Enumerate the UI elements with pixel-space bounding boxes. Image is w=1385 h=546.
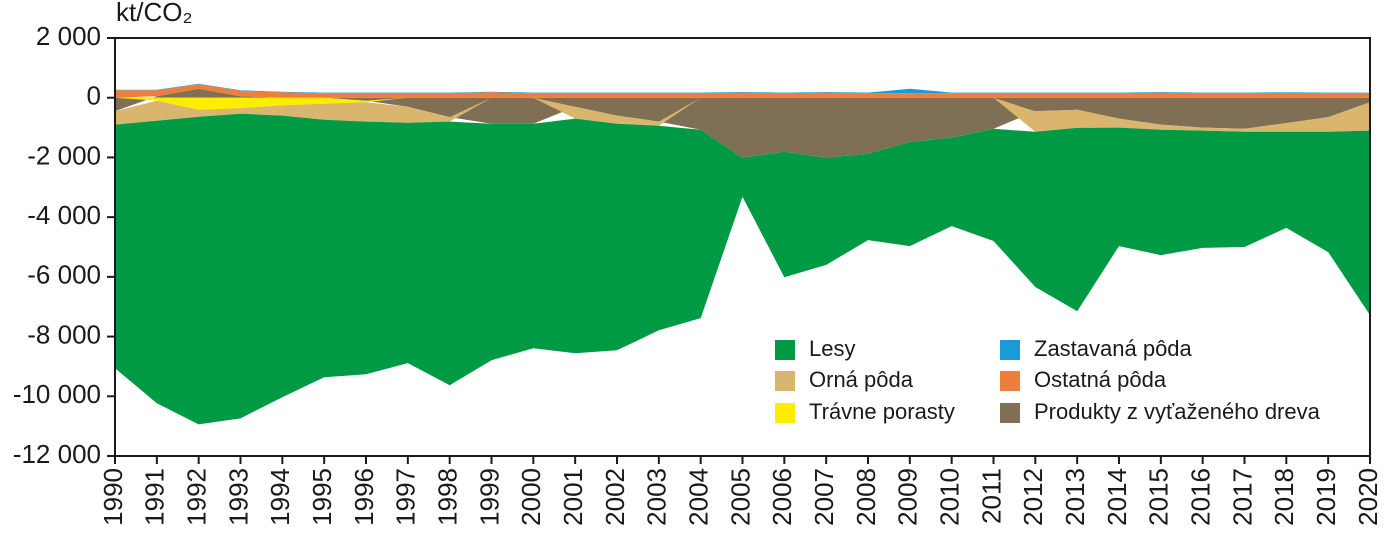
y-tick-label: -6 000: [27, 260, 101, 290]
y-tick-label: 0: [87, 81, 101, 111]
legend-label: Zastavaná pôda: [1034, 336, 1193, 361]
legend-swatch: [775, 403, 795, 423]
x-tick-label: 1990: [98, 468, 128, 526]
x-tick-label: 2005: [725, 468, 755, 526]
x-tick-label: 1995: [307, 468, 337, 526]
area: [115, 83, 1370, 94]
x-tick-label: 2004: [684, 468, 714, 526]
x-tick-label: 2002: [600, 468, 630, 526]
x-tick-label: 1993: [223, 468, 253, 526]
x-tick-label: 1991: [140, 468, 170, 526]
x-tick-label: 2007: [809, 468, 839, 526]
y-tick-label: -10 000: [13, 379, 101, 409]
area: [115, 84, 1370, 98]
x-tick-label: 2003: [642, 468, 672, 526]
legend-label: Produkty z vyťaženého dreva: [1034, 399, 1321, 424]
x-tick-label: 2010: [935, 468, 965, 526]
x-tick-label: 2000: [516, 468, 546, 526]
x-tick-label: 2017: [1227, 468, 1257, 526]
x-tick-label: 2016: [1186, 468, 1216, 526]
area: [115, 97, 1370, 132]
y-tick-label: -8 000: [27, 319, 101, 349]
legend-swatch: [775, 371, 795, 391]
x-tick-label: 2009: [893, 468, 923, 526]
y-tick-label: -2 000: [27, 140, 101, 170]
legend-swatch: [1000, 403, 1020, 423]
x-tick-label: 1996: [349, 468, 379, 526]
x-tick-label: 2014: [1102, 468, 1132, 526]
x-tick-label: 1998: [433, 468, 463, 526]
y-tick-label: -4 000: [27, 200, 101, 230]
area: [115, 88, 1370, 158]
x-tick-label: 1999: [474, 468, 504, 526]
legend-swatch: [1000, 371, 1020, 391]
x-tick-label: 2006: [767, 468, 797, 526]
x-tick-label: 2011: [976, 468, 1006, 524]
legend-swatch: [775, 340, 795, 360]
x-tick-label: 1992: [182, 468, 212, 526]
x-tick-label: 2008: [851, 468, 881, 526]
legend-swatch: [1000, 340, 1020, 360]
x-tick-label: 2019: [1311, 468, 1341, 526]
legend-label: Ostatná pôda: [1034, 367, 1167, 392]
legend-label: Orná pôda: [809, 367, 914, 392]
legend-label: Lesy: [809, 336, 855, 361]
x-tick-label: 1994: [265, 468, 295, 526]
area: [115, 113, 1370, 425]
area: [115, 97, 1370, 110]
x-tick-label: 2012: [1018, 468, 1048, 526]
y-tick-label: 2 000: [36, 21, 101, 51]
x-tick-label: 2018: [1269, 468, 1299, 526]
x-tick-label: 2020: [1353, 468, 1383, 526]
x-tick-label: 2001: [558, 468, 588, 526]
x-tick-label: 2015: [1144, 468, 1174, 526]
legend-label: Trávne porasty: [809, 399, 955, 424]
y-tick-label: -12 000: [13, 439, 101, 469]
x-tick-label: 1997: [391, 468, 421, 526]
x-tick-label: 2013: [1060, 468, 1090, 526]
y-axis-label: kt/CO₂: [116, 0, 193, 27]
